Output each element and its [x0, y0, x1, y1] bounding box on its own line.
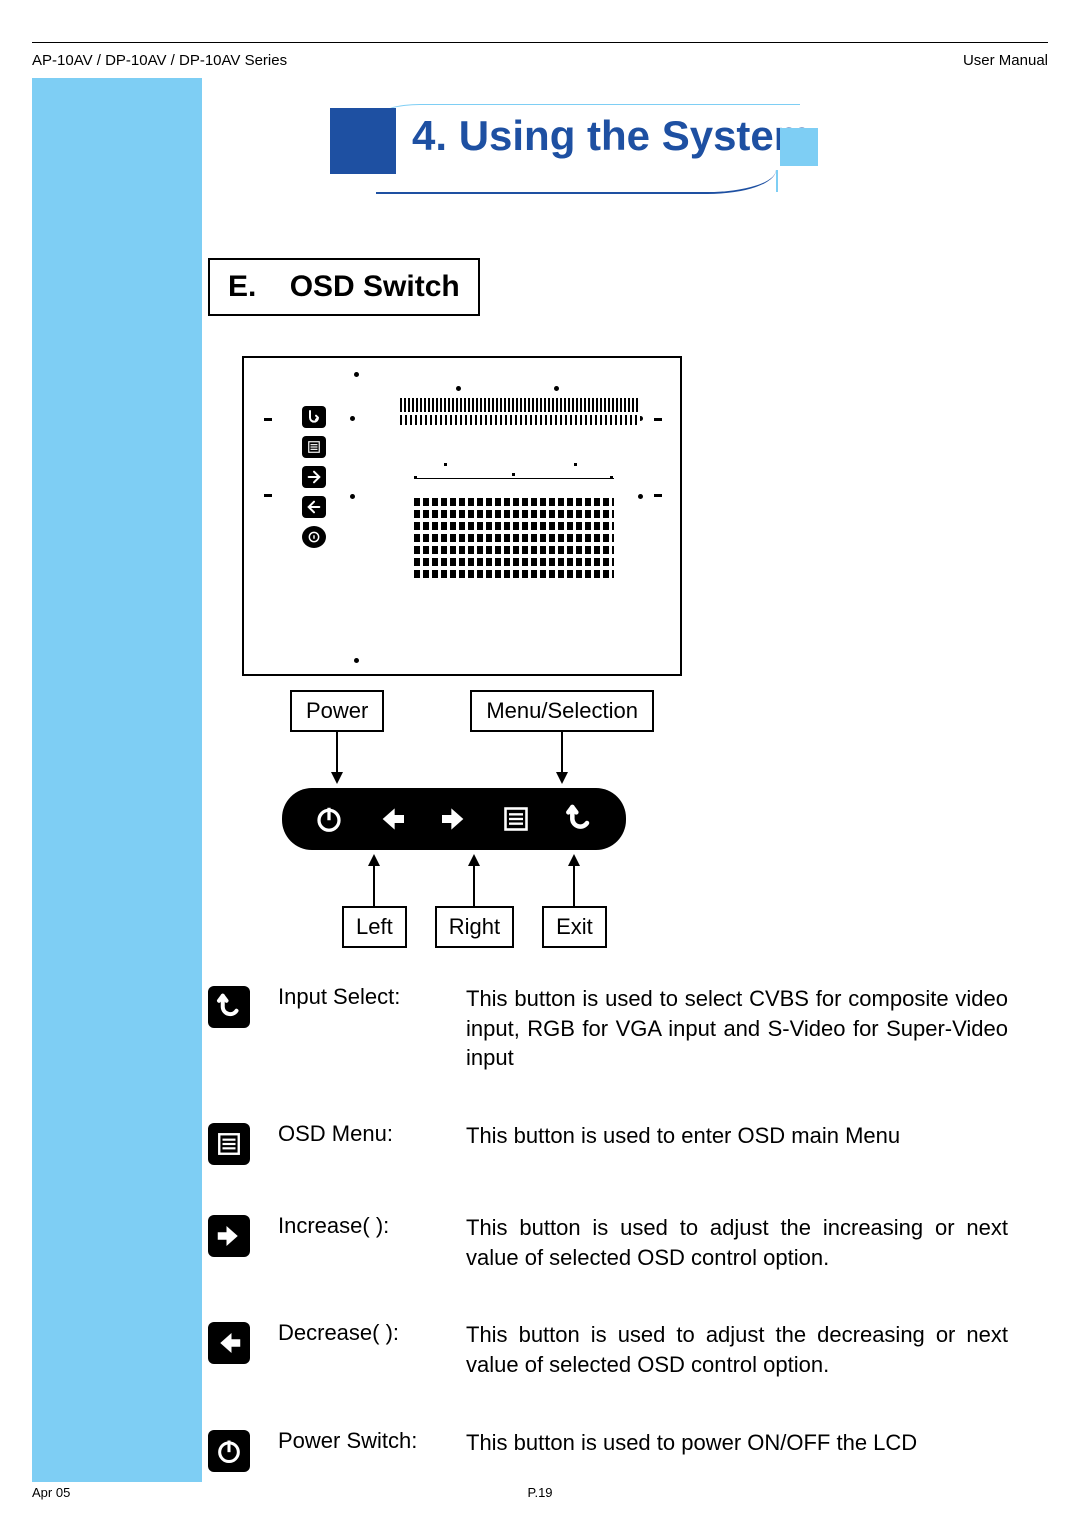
desc-term: OSD Menu: [278, 1121, 438, 1147]
desc-body: This button is used to adjust the decrea… [466, 1320, 1008, 1379]
input-select-icon [208, 986, 250, 1028]
footer-date: Apr 05 [32, 1485, 70, 1500]
bar-left-icon [370, 797, 414, 841]
power-icon [208, 1430, 250, 1472]
desc-row: Decrease( ): This button is used to adju… [208, 1320, 1008, 1379]
callout-power: Power [290, 690, 384, 732]
chapter-title-banner: 4. Using the System [200, 98, 1048, 218]
banner-square-right [780, 128, 818, 166]
desc-term: Power Switch: [278, 1428, 438, 1454]
desc-term: Input Select: [278, 984, 438, 1010]
side-power-icon [302, 526, 326, 548]
callout-left: Left [342, 906, 407, 948]
desc-term: Increase( ): [278, 1213, 438, 1239]
desc-row: OSD Menu: This button is used to enter O… [208, 1121, 1008, 1165]
manual-page: AP-10AV / DP-10AV / DP-10AV Series User … [0, 0, 1080, 1526]
desc-body: This button is used to power ON/OFF the … [466, 1428, 1008, 1458]
section-heading-box: E. OSD Switch [208, 258, 480, 316]
button-descriptions: Input Select: This button is used to sel… [208, 984, 1008, 1472]
increase-icon [208, 1215, 250, 1257]
desc-term: Decrease( ): [278, 1320, 438, 1346]
decrease-icon [208, 1322, 250, 1364]
banner-stub [776, 170, 778, 192]
heatsink-fins [414, 498, 614, 578]
chapter-title: 4. Using the System [412, 112, 811, 160]
bar-input-icon [557, 797, 601, 841]
side-right-icon [302, 466, 326, 488]
device-diagram: Power Menu/Selection [242, 356, 682, 948]
bottom-callouts: Left Right Exit [326, 854, 682, 948]
top-callouts: Power Menu/Selection [286, 690, 682, 784]
desc-row: Input Select: This button is used to sel… [208, 984, 1008, 1073]
heatsink-top [414, 478, 614, 492]
header-series: AP-10AV / DP-10AV / DP-10AV Series [32, 52, 287, 69]
osd-menu-icon [208, 1123, 250, 1165]
section-title: OSD Switch [290, 270, 460, 303]
io-header-block [394, 398, 648, 448]
side-left-icon [302, 496, 326, 518]
callout-menu: Menu/Selection [470, 690, 654, 732]
callout-right: Right [435, 906, 514, 948]
desc-body: This button is used to select CVBS for c… [466, 984, 1008, 1073]
desc-body: This button is used to adjust the increa… [466, 1213, 1008, 1272]
side-button-column [302, 406, 326, 548]
side-input-icon [302, 406, 326, 428]
bar-menu-icon [494, 797, 538, 841]
callout-exit: Exit [542, 906, 607, 948]
header-rule [32, 42, 1048, 43]
banner-arc-bottom [376, 170, 776, 194]
side-menu-icon [302, 436, 326, 458]
bar-right-icon [432, 797, 476, 841]
osd-button-bar [282, 788, 626, 850]
device-rear-panel [242, 356, 682, 676]
section-letter: E. [228, 270, 256, 303]
banner-square-left [330, 108, 396, 174]
footer-page: P.19 [527, 1485, 552, 1500]
header-doc-type: User Manual [963, 52, 1048, 69]
bar-power-icon [307, 797, 351, 841]
desc-body: This button is used to enter OSD main Me… [466, 1121, 1008, 1151]
desc-row: Power Switch: This button is used to pow… [208, 1428, 1008, 1472]
left-sidebar-decor [32, 78, 202, 1482]
page-content: 4. Using the System E. OSD Switch [200, 78, 1048, 1482]
desc-row: Increase( ): This button is used to adju… [208, 1213, 1008, 1272]
